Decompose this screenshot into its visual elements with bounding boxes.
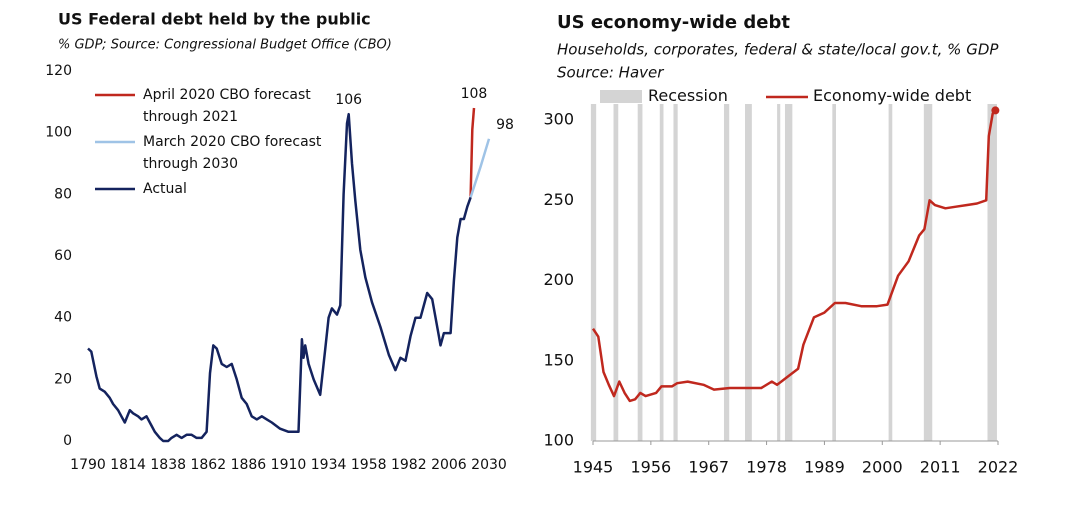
recession-band [888, 104, 893, 441]
recession-band [659, 104, 664, 441]
x-tick-label: 1886 [231, 457, 267, 473]
x-tick-label: 1910 [271, 457, 307, 473]
series-line [591, 109, 997, 403]
x-tick-label: 1934 [311, 457, 347, 473]
y-tick-label: 40 [54, 310, 72, 326]
x-tick-label: 2006 [431, 457, 467, 473]
chart-title: US economy-wide debt [557, 12, 790, 33]
x-tick-label: 2030 [471, 457, 507, 473]
y-tick-label: 150 [543, 350, 574, 369]
legend-label: Actual [143, 181, 187, 197]
x-tick-label: 2000 [862, 458, 903, 477]
x-tick-label: 1989 [804, 458, 845, 477]
recession-band [777, 104, 781, 441]
y-tick-label: 200 [543, 270, 574, 289]
series-line [87, 112, 472, 443]
recession-band [745, 104, 752, 441]
chart-subtitle: Households, corporates, federal & state/… [557, 41, 999, 59]
annotation: 106 [335, 92, 362, 108]
recession-band [832, 104, 836, 441]
y-tick-label: 250 [543, 190, 574, 209]
x-tick-label: 1967 [688, 458, 729, 477]
recession-band [723, 104, 730, 441]
annotation: 108 [461, 86, 488, 102]
recession-band [987, 104, 997, 441]
y-tick-label: 300 [543, 110, 574, 129]
end-marker [991, 106, 1000, 115]
y-tick-label: 20 [54, 371, 72, 387]
series-line [469, 107, 476, 198]
recession-band [923, 104, 933, 441]
legend-label: Economy-wide debt [813, 86, 972, 105]
x-tick-label: 1982 [391, 457, 427, 473]
recession-band [673, 104, 678, 441]
x-tick-label: 2022 [978, 458, 1019, 477]
y-tick-label: 60 [54, 248, 72, 264]
annotation: 98 [496, 117, 514, 133]
chart-title: US Federal debt held by the public [58, 10, 371, 29]
legend-label: March 2020 CBO forecast through 2030 [143, 134, 322, 172]
x-tick-label: 1790 [70, 457, 106, 473]
chart-subtitle: % GDP; Source: Congressional Budget Offi… [58, 38, 392, 53]
recession-band [590, 104, 597, 441]
legend-swatch [600, 90, 642, 103]
x-tick-label: 1958 [351, 457, 387, 473]
x-tick-label: 1978 [746, 458, 787, 477]
x-tick-label: 2011 [920, 458, 961, 477]
y-tick-label: 120 [45, 63, 72, 79]
recession-band [784, 104, 793, 441]
y-tick-label: 100 [543, 431, 574, 450]
x-tick-label: 1814 [110, 457, 146, 473]
chart-source: Source: Haver [557, 64, 664, 82]
x-tick-label: 1945 [573, 458, 614, 477]
legend-label: April 2020 CBO forecast through 2021 [143, 87, 311, 125]
recession-band [613, 104, 619, 441]
recession-band [637, 104, 643, 441]
y-tick-label: 0 [63, 433, 72, 449]
x-tick-label: 1956 [630, 458, 671, 477]
x-tick-label: 1838 [150, 457, 186, 473]
legend-label: Recession [648, 86, 728, 105]
y-tick-label: 100 [45, 125, 72, 141]
y-tick-label: 80 [54, 186, 72, 202]
series-line [469, 138, 491, 198]
x-tick-label: 1862 [190, 457, 226, 473]
